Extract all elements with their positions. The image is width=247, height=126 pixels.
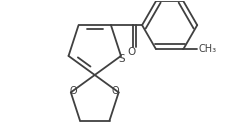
Text: O: O [70,86,78,96]
Text: S: S [119,54,125,64]
Text: CH₃: CH₃ [198,44,216,54]
Text: O: O [112,86,120,96]
Text: O: O [128,47,136,57]
